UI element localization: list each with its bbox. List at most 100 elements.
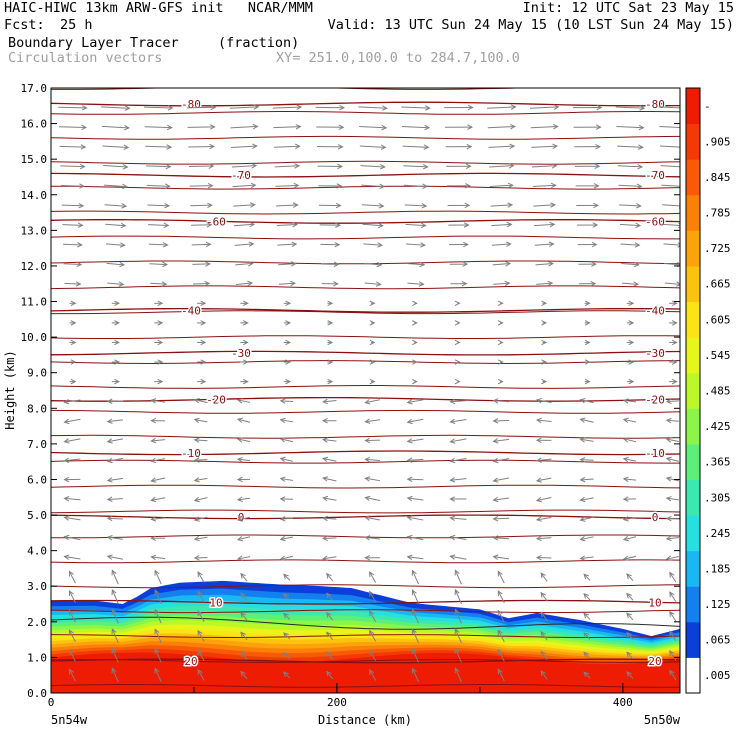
wind-vector: [358, 105, 388, 111]
wind-vector: [492, 438, 510, 444]
wind-vector: [541, 359, 548, 365]
wind-vector: [619, 222, 642, 229]
wind-vector: [326, 611, 334, 621]
wind-vector: [487, 104, 517, 110]
wind-vector: [146, 183, 171, 189]
wind-vector: [369, 300, 376, 307]
wind-vector: [197, 668, 205, 681]
wind-vector: [64, 281, 82, 287]
wind-vector: [489, 163, 515, 169]
contour-label: 0: [652, 511, 659, 524]
colorbar-swatch: [686, 123, 700, 160]
wind-vector: [274, 163, 301, 169]
wind-vector: [411, 589, 419, 604]
wind-vector: [321, 281, 339, 287]
wind-vector: [449, 418, 467, 425]
wind-vector: [529, 104, 560, 110]
wind-vector: [535, 497, 552, 503]
wind-vector: [111, 378, 120, 385]
init-time: Init: 12 UTC Sat 23 May 15: [522, 0, 734, 16]
field-name: Boundary Layer Tracer: [8, 35, 179, 51]
temperature-contour: [51, 484, 680, 489]
wind-vector: [236, 398, 251, 404]
wind-vector: [583, 671, 591, 679]
wind-vector: [150, 437, 166, 444]
wind-vector: [403, 163, 429, 170]
wind-vector: [111, 359, 120, 365]
wind-vector: [191, 222, 213, 228]
wind-vector: [535, 554, 552, 561]
y-tick-label: 2.0: [27, 616, 47, 629]
wind-vector: [364, 555, 380, 561]
wind-vector: [322, 437, 337, 443]
y-tick-label: 10.0: [21, 331, 48, 344]
wind-vector: [283, 612, 291, 620]
wind-vector: [322, 476, 337, 482]
wind-vector: [626, 631, 634, 640]
wind-vector: [454, 588, 462, 605]
temperature-contour: [51, 459, 680, 464]
wind-vector: [411, 647, 419, 663]
temperature-contour: [51, 111, 680, 115]
wind-vector: [669, 649, 677, 661]
wind-vector: [150, 535, 166, 541]
wind-vector: [364, 495, 381, 502]
wind-vector: [63, 261, 83, 268]
wind-vector: [658, 106, 680, 109]
wind-vector: [583, 632, 591, 640]
wind-vector: [574, 163, 601, 169]
wind-vector: [369, 320, 376, 326]
contour-label: 20: [648, 655, 661, 668]
wind-vector: [447, 202, 471, 209]
wind-vector: [192, 261, 211, 267]
wind-vector: [101, 105, 131, 111]
wind-vector: [106, 418, 123, 424]
wind-vector: [364, 399, 381, 405]
contour-label: -20: [206, 393, 226, 406]
wind-vector: [626, 320, 635, 326]
wind-vector: [412, 378, 418, 385]
wind-vector: [404, 183, 429, 189]
wind-vector: [322, 555, 337, 561]
wind-vector: [63, 399, 81, 405]
temperature-contour: [51, 559, 680, 564]
wind-vector: [63, 554, 81, 560]
wind-vector: [236, 476, 251, 483]
wind-vector: [240, 592, 248, 601]
colorbar-label: .185: [704, 562, 731, 575]
wind-vector: [407, 281, 425, 287]
wind-vector: [278, 280, 296, 287]
wind-vector: [449, 534, 467, 541]
wind-vector: [283, 359, 292, 365]
wind-vector: [364, 437, 380, 444]
wind-vector: [316, 144, 344, 150]
wind-vector: [193, 437, 208, 443]
wind-vector: [454, 628, 462, 644]
wind-vector: [188, 143, 216, 150]
wind-vector: [579, 397, 594, 404]
wind-vector: [102, 144, 130, 150]
y-tick-label: 17.0: [21, 82, 48, 95]
wind-vector: [193, 417, 208, 424]
wind-vector: [197, 629, 205, 642]
wind-vector: [327, 378, 334, 385]
wind-vector: [63, 534, 81, 541]
wind-vector: [402, 124, 431, 131]
wind-vector: [669, 320, 678, 326]
wind-vector: [283, 339, 292, 346]
wind-vector: [492, 398, 510, 404]
wind-vector: [283, 632, 291, 640]
temperature-contour-labeled: [51, 658, 680, 664]
wind-vector: [454, 300, 461, 307]
wind-vector: [617, 144, 644, 150]
colorbar-label: .725: [704, 242, 731, 255]
wind-vector: [240, 651, 248, 660]
colorbar-label: .065: [704, 634, 731, 647]
contour-label: -80: [181, 98, 201, 111]
x-tick-label: 200: [327, 696, 347, 709]
wind-vector: [497, 378, 504, 385]
wind-vector: [662, 203, 680, 209]
wind-vector: [492, 516, 510, 522]
wind-vector: [322, 418, 337, 424]
wind-vector: [106, 496, 123, 502]
